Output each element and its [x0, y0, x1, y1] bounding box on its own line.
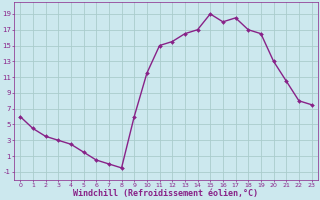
X-axis label: Windchill (Refroidissement éolien,°C): Windchill (Refroidissement éolien,°C)	[73, 189, 258, 198]
